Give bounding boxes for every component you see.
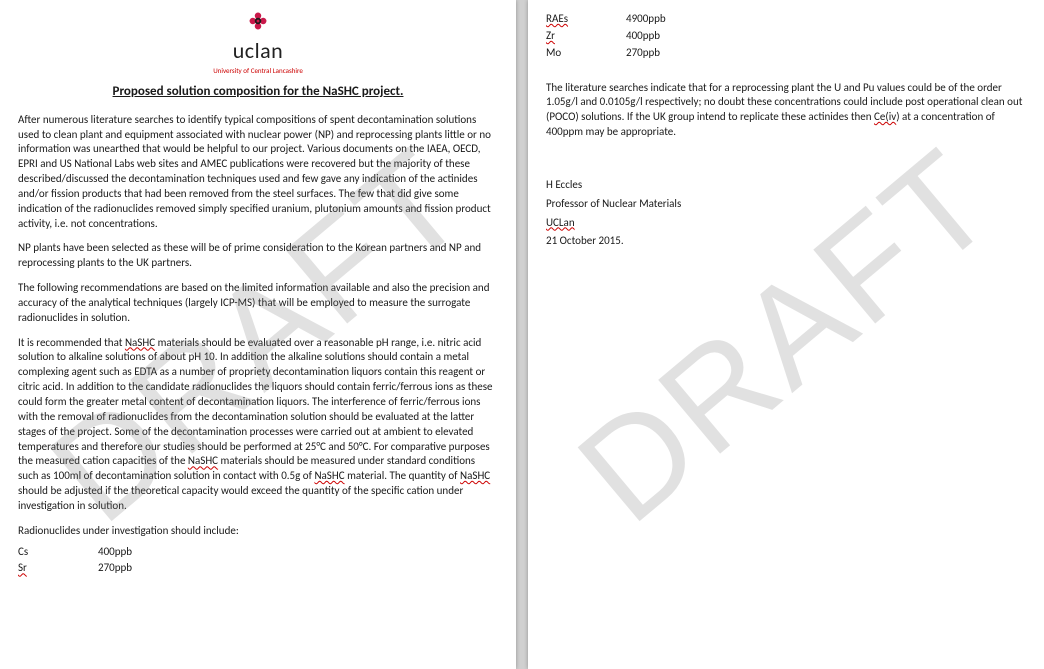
element-label: Cs (18, 545, 98, 560)
nashc-term: NaSHC (188, 454, 218, 467)
element-value: 400ppb (98, 545, 132, 560)
signature-org-text: UCLan (546, 216, 575, 229)
p4-part-d: material. The quantity of (345, 469, 460, 482)
logo-flower-icon (245, 8, 271, 34)
element-value: 400ppb (626, 29, 660, 44)
radionuclide-table-1: Cs400ppbSr270ppb (18, 545, 498, 577)
element-value: 270ppb (98, 561, 132, 576)
p4-part-a: It is recommended that (18, 336, 125, 349)
p4-part-b: materials should be evaluated over a rea… (18, 336, 493, 468)
signature-date: 21 October 2015. (546, 234, 1026, 249)
radionuclide-table-2: RAEs4900ppbZr400ppbMo270ppb (546, 12, 1026, 61)
element-value: 4900ppb (626, 12, 666, 27)
signature-org: UCLan (546, 216, 1026, 231)
paragraph-3: The following recommendations are based … (18, 281, 498, 326)
nashc-term: NaSHC (125, 336, 155, 349)
paragraph-5: Radionuclides under investigation should… (18, 524, 498, 539)
nashc-term: NaSHC (314, 469, 344, 482)
element-label: Sr (18, 561, 98, 576)
paragraph-4: It is recommended that NaSHC materials s… (18, 336, 498, 514)
paragraph-1: After numerous literature searches to id… (18, 113, 498, 232)
table-row: Cs400ppb (18, 545, 498, 560)
table-row: Zr400ppb (546, 29, 1026, 44)
logo-text: uclan (18, 36, 498, 66)
document-title: Proposed solution composition for the Na… (18, 83, 498, 101)
ce-term: Ce(iv (874, 110, 896, 123)
element-label: Zr (546, 29, 626, 44)
page-1: DRAFT uclan University of Central Lancas… (0, 0, 516, 669)
table-row: RAEs4900ppb (546, 12, 1026, 27)
paragraph-2: NP plants have been selected as these wi… (18, 241, 498, 271)
element-value: 270ppb (626, 46, 660, 61)
signature-title: Professor of Nuclear Materials (546, 197, 1026, 212)
nashc-term: NaSHC (460, 469, 490, 482)
element-label: RAEs (546, 12, 626, 27)
signature-name: H Eccles (546, 178, 1026, 193)
logo-subtext: University of Central Lancashire (18, 66, 498, 75)
table-row: Sr270ppb (18, 561, 498, 576)
table-row: Mo270ppb (546, 46, 1026, 61)
paragraph-6: The literature searches indicate that fo… (546, 81, 1026, 140)
element-label: Mo (546, 46, 626, 61)
page-2: DRAFT RAEs4900ppbZr400ppbMo270ppb The li… (528, 0, 1044, 669)
p4-part-e: should be adjusted if the theoretical ca… (18, 484, 463, 512)
logo-block: uclan University of Central Lancashire (18, 8, 498, 75)
